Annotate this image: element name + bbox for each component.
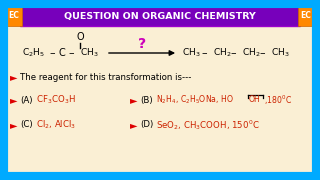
Text: The reagent for this transformation is---: The reagent for this transformation is--… [20,73,191,82]
Text: O: O [76,32,84,42]
Text: $\mathsf{CH_3}$: $\mathsf{CH_3}$ [271,47,290,59]
Text: ►: ► [10,95,18,105]
Text: (A): (A) [20,96,33,105]
Text: ►: ► [130,95,138,105]
Text: $\mathsf{CH_3}$: $\mathsf{CH_3}$ [182,47,201,59]
Text: $\mathsf{N_2H_4}$, $\mathsf{C_2H_5ONa}$, HO: $\mathsf{N_2H_4}$, $\mathsf{C_2H_5ONa}$,… [156,94,234,106]
Text: $\mathsf{CH_2}$: $\mathsf{CH_2}$ [213,47,232,59]
Text: (C): (C) [20,120,33,129]
Text: –: – [259,48,265,58]
Text: ►: ► [130,120,138,130]
Text: OH: OH [249,96,261,105]
Text: $\mathsf{Cl_2}$, $\mathsf{AlCl_3}$: $\mathsf{Cl_2}$, $\mathsf{AlCl_3}$ [36,119,76,131]
Text: –: – [68,48,74,58]
Bar [6,6,22,26]
Bar [298,6,314,26]
Text: ?: ? [138,37,146,51]
Text: $\mathsf{CF_3CO_3H}$: $\mathsf{CF_3CO_3H}$ [36,94,76,106]
Text: $\mathsf{SeO_2}$, $\mathsf{CH_3COOH}$, 150$\mathsf{^0}$C: $\mathsf{SeO_2}$, $\mathsf{CH_3COOH}$, 1… [156,118,260,132]
Text: $\mathsf{CH_2}$: $\mathsf{CH_2}$ [242,47,260,59]
Text: ,180$\mathsf{^0}$C: ,180$\mathsf{^0}$C [264,93,292,107]
Text: –: – [49,48,55,58]
Bar [20,6,300,26]
Text: (B): (B) [140,96,153,105]
Text: –: – [230,48,236,58]
Text: EC: EC [300,12,311,21]
Text: $\mathsf{CH_3}$: $\mathsf{CH_3}$ [80,47,99,59]
Text: $\mathsf{C_2H_5}$: $\mathsf{C_2H_5}$ [22,47,45,59]
Text: ►: ► [10,72,18,82]
Text: QUESTION ON ORGANIC CHEMISTRY: QUESTION ON ORGANIC CHEMISTRY [64,12,256,21]
Text: –: – [201,48,207,58]
Text: C: C [59,48,65,58]
Text: (D): (D) [140,120,153,129]
Text: ►: ► [10,120,18,130]
Text: EC: EC [9,12,20,21]
Bar [20,6,300,26]
